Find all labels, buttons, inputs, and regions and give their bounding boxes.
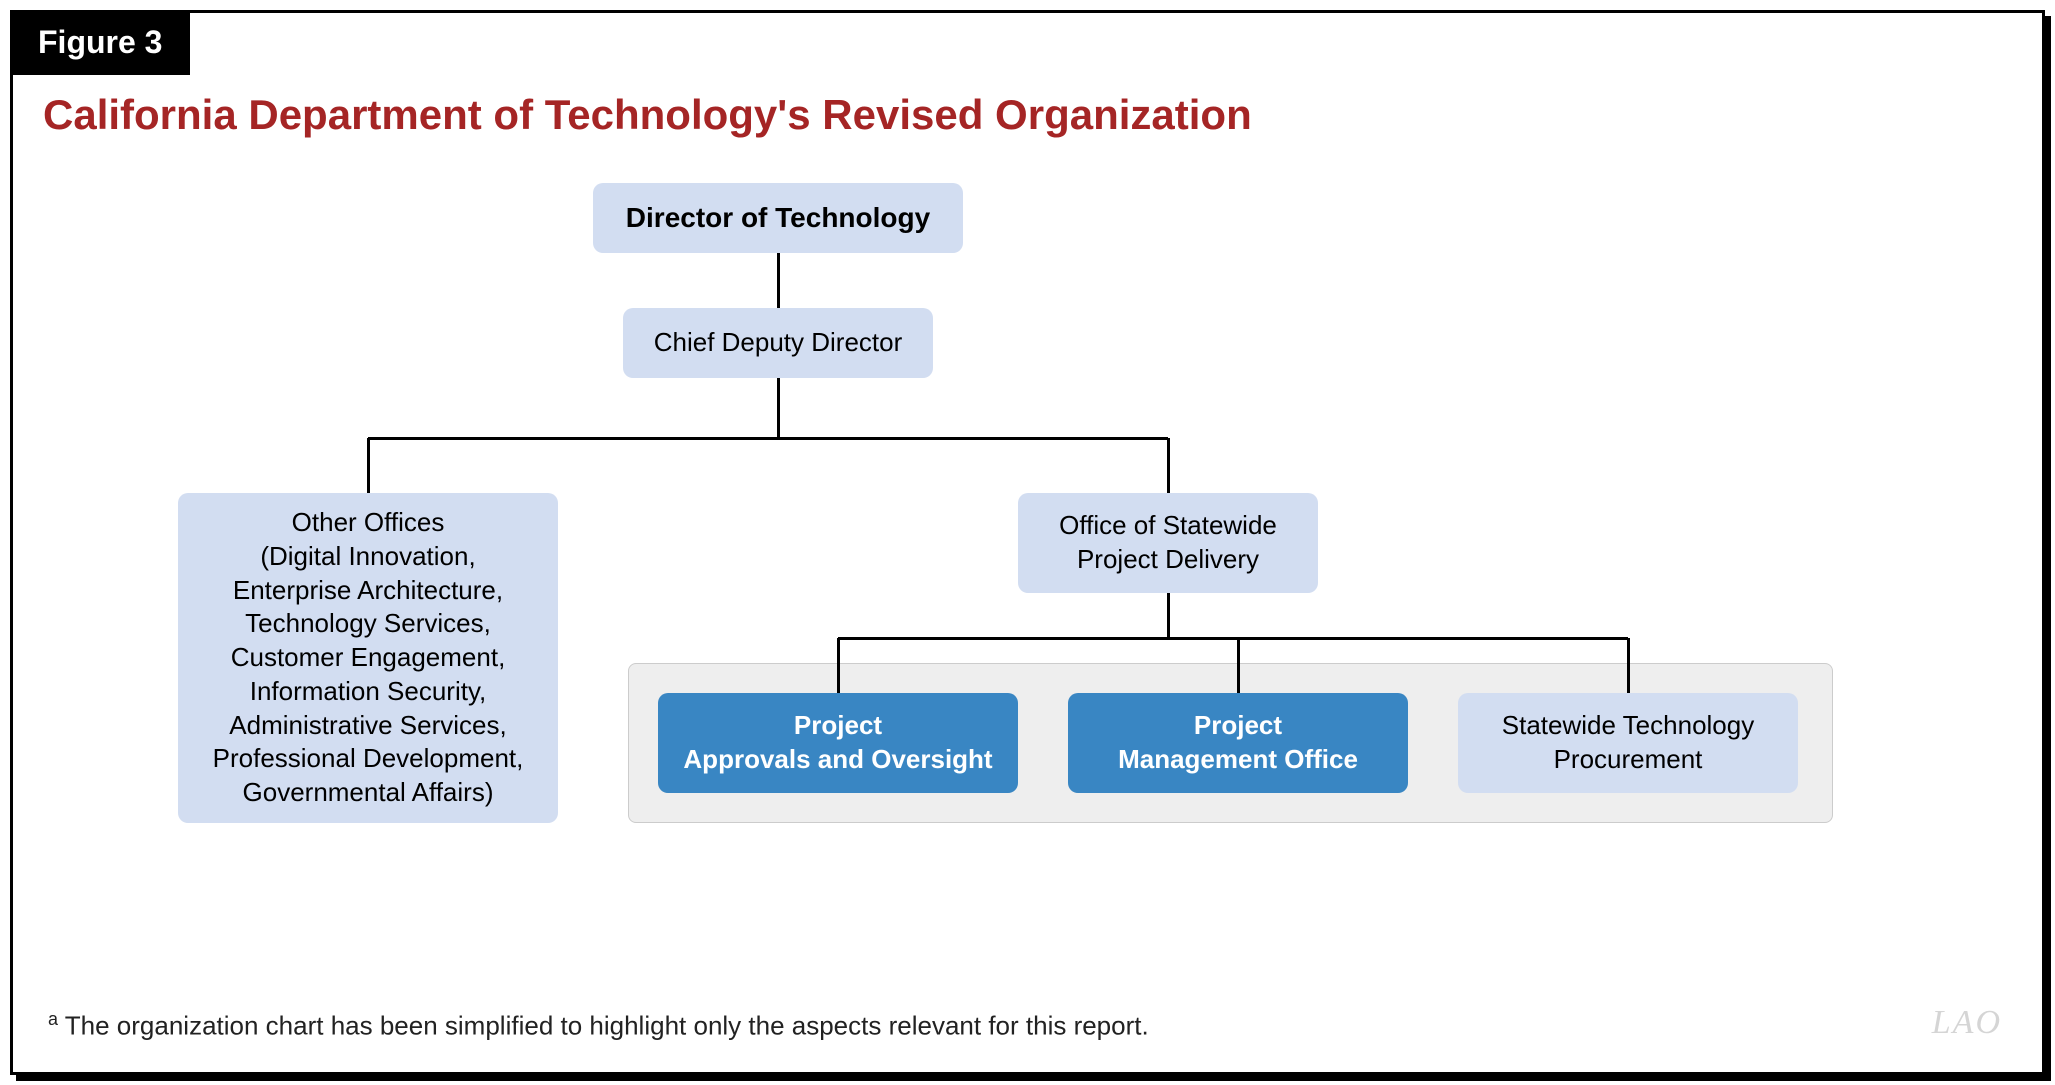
connector: [837, 638, 840, 693]
node-project-management-office: Project Management Office: [1068, 693, 1408, 793]
footnote-text: The organization chart has been simplifi…: [58, 1011, 1149, 1041]
lao-watermark: LAO: [1932, 1004, 2002, 1042]
figure-label: Figure 3: [10, 10, 190, 75]
node-statewide-technology-procurement: Statewide Technology Procurement: [1458, 693, 1798, 793]
node-other-offices: Other Offices (Digital Innovation, Enter…: [178, 493, 558, 823]
node-director: Director of Technology: [593, 183, 963, 253]
connector: [367, 438, 370, 493]
figure-container: Figure 3 California Department of Techno…: [10, 10, 2045, 1075]
connector: [1167, 438, 1170, 493]
connector: [1167, 593, 1170, 638]
node-chief-deputy-director: Chief Deputy Director: [623, 308, 933, 378]
connector: [1627, 638, 1630, 693]
figure-title: California Department of Technology's Re…: [43, 91, 1252, 139]
node-office-statewide-project-delivery: Office of Statewide Project Delivery: [1018, 493, 1318, 593]
connector: [777, 378, 780, 438]
footnote: a The organization chart has been simpli…: [48, 1009, 1149, 1042]
footnote-marker: a: [48, 1009, 58, 1029]
connector: [368, 437, 1168, 440]
node-project-approvals-oversight: Project Approvals and Oversight: [658, 693, 1018, 793]
connector: [838, 637, 1628, 640]
org-chart: Director of Technology Chief Deputy Dire…: [13, 183, 2042, 963]
connector: [1237, 638, 1240, 693]
connector: [777, 253, 780, 308]
